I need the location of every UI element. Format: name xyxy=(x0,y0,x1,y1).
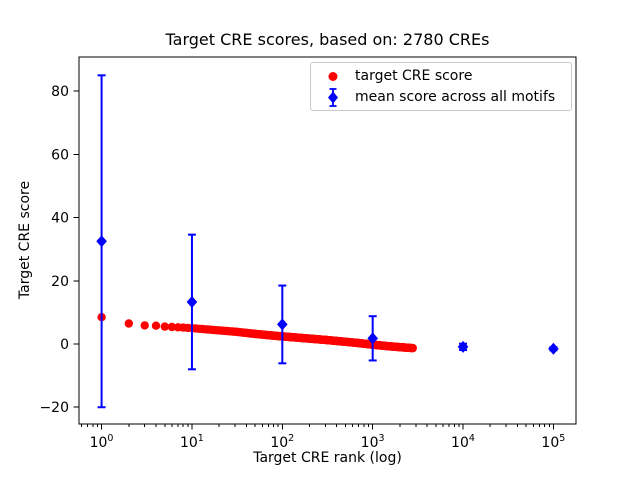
x-tick-label: 100 xyxy=(90,433,114,451)
red-dot-icon xyxy=(311,66,355,87)
y-tick-label: 80 xyxy=(51,84,69,100)
legend-label: target CRE score xyxy=(355,68,473,84)
chart-title: Target CRE scores, based on: 2780 CREs xyxy=(165,30,490,49)
axes xyxy=(73,56,577,430)
data-point xyxy=(548,342,559,355)
x-tick-label: 104 xyxy=(451,433,475,451)
x-axis-label: Target CRE rank (log) xyxy=(253,450,402,466)
y-tick-label: 60 xyxy=(51,147,69,163)
y-tick-label: 20 xyxy=(51,274,69,290)
x-tick-label: 101 xyxy=(180,433,204,451)
data-point xyxy=(457,340,469,353)
data-point xyxy=(277,318,288,331)
data-point xyxy=(367,332,378,345)
y-tick-label: 40 xyxy=(51,211,69,227)
x-tick-label: 102 xyxy=(270,433,294,451)
data-point xyxy=(186,295,198,308)
x-tick-label: 103 xyxy=(361,433,385,451)
legend-label: mean score across all motifs xyxy=(355,89,556,105)
mean-score-series xyxy=(96,74,559,409)
y-tick-label: −20 xyxy=(39,400,69,416)
blue-diamond-errorbar-icon xyxy=(311,87,355,108)
y-tick-label: 0 xyxy=(60,337,69,353)
legend-entry-mean-score: mean score across all motifs xyxy=(311,87,571,108)
target-score-series xyxy=(97,313,417,353)
x-tick-label: 105 xyxy=(541,433,565,451)
data-point xyxy=(96,235,107,248)
legend-entry-target-score: target CRE score xyxy=(311,66,571,87)
legend: target CRE score mean score across all m… xyxy=(310,62,572,111)
